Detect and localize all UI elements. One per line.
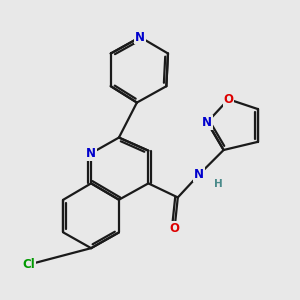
Text: N: N — [135, 31, 145, 44]
Text: O: O — [169, 222, 179, 235]
Text: N: N — [202, 116, 212, 129]
Text: Cl: Cl — [22, 258, 35, 271]
Text: O: O — [224, 93, 233, 106]
Text: H: H — [214, 179, 223, 189]
Text: N: N — [194, 168, 204, 181]
Text: N: N — [86, 147, 96, 160]
